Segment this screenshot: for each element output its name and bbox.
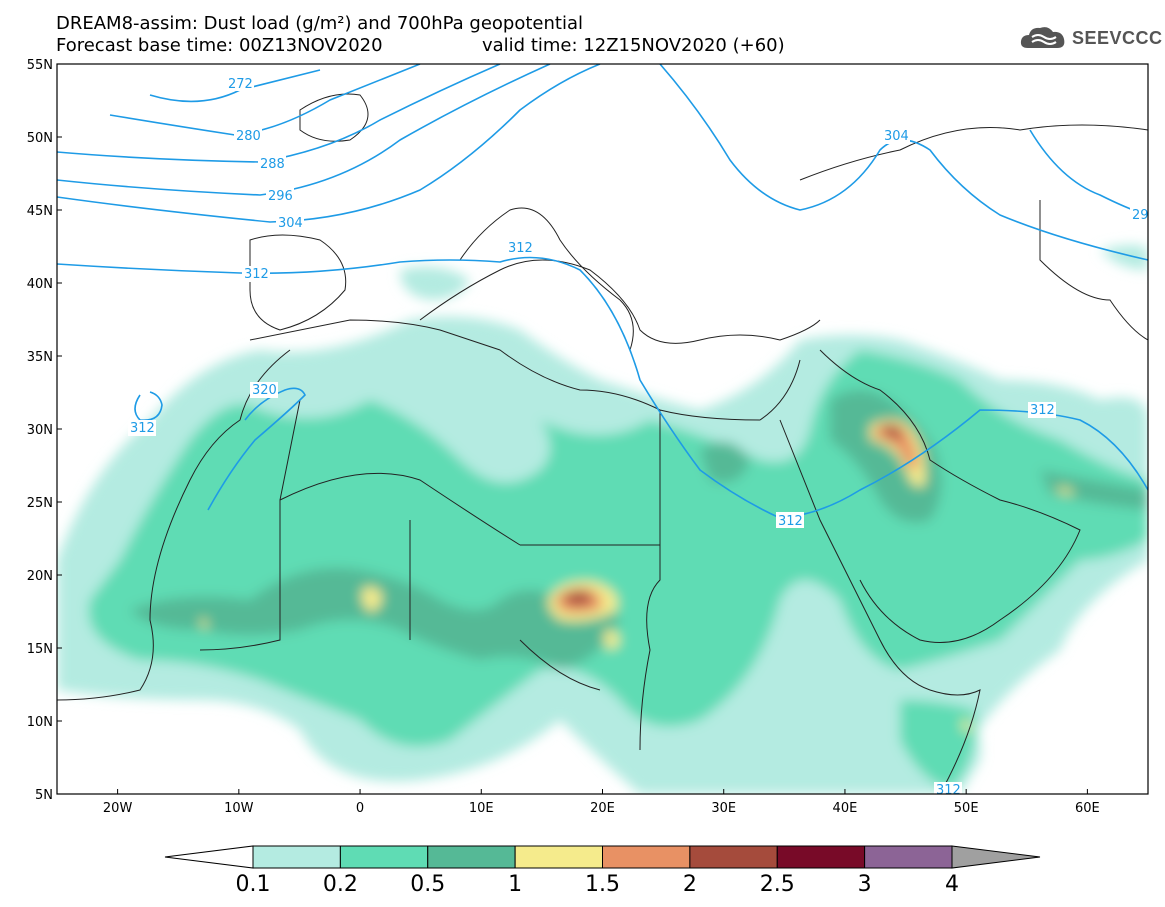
longitude-axis: 20W 10W 0 10E 20E 30E 40E 50E 60E <box>103 789 1100 816</box>
forecast-base-time: Forecast base time: 00Z13NOV2020 <box>56 35 383 56</box>
colorbar-box <box>514 845 603 869</box>
valid-time: valid time: 12Z15NOV2020 (+60) <box>482 35 785 56</box>
contour-label-272: 272 <box>228 77 253 92</box>
contour-label-312b: 312 <box>508 241 533 256</box>
logo-text: SEEVCCC <box>1072 28 1163 48</box>
dust-field <box>57 64 1148 794</box>
lon-label: 40E <box>833 801 858 816</box>
contour-label-312f: 312 <box>936 783 961 798</box>
lon-label: 30E <box>711 801 736 816</box>
colorbar-tick-label: 2 <box>682 872 697 897</box>
lat-label: 30N <box>27 423 53 438</box>
geopotential-contours <box>57 64 1148 519</box>
colorbar-tick-label: 4 <box>945 872 959 897</box>
colorbar-tick-label: 0.2 <box>322 872 358 897</box>
colorbar-min-triangle <box>164 845 254 869</box>
colorbar-box <box>602 845 691 869</box>
contour-label-304: 304 <box>278 216 303 231</box>
lon-label: 60E <box>1075 801 1100 816</box>
colorbar-box <box>689 845 778 869</box>
colorbar <box>164 845 1041 869</box>
lat-label: 35N <box>27 350 53 365</box>
lat-label: 20N <box>27 569 53 584</box>
colorbar-tick-label: 3 <box>857 872 872 897</box>
lon-label: 20W <box>103 801 133 816</box>
lat-label: 25N <box>27 496 53 511</box>
contour-label-312a: 312 <box>244 267 269 282</box>
contour-label-312e: 312 <box>130 421 155 436</box>
contour-labels: 272 280 288 296 304 312 312 312 312 320 … <box>128 75 1149 798</box>
cloud-icon <box>1020 27 1065 48</box>
contour-label-320: 320 <box>252 383 277 398</box>
country-borders <box>57 93 1148 794</box>
contour-label-288: 288 <box>260 157 285 172</box>
colorbar-max-triangle <box>951 845 1041 869</box>
seevccc-logo: SEEVCCC <box>1018 22 1162 56</box>
lon-label: 10W <box>224 801 254 816</box>
lon-label: 50E <box>954 801 979 816</box>
colorbar-box <box>776 845 866 869</box>
lon-label: 0 <box>356 801 364 816</box>
colorbar-tick-label: 1.5 <box>585 872 620 897</box>
colorbar-box <box>864 845 953 869</box>
lat-label: 5N <box>35 788 53 803</box>
contour-label-304b: 304 <box>884 129 909 144</box>
contour-label-29: 29 <box>1132 208 1149 223</box>
map-title: DREAM8-assim: Dust load (g/m²) and 700hP… <box>56 13 583 34</box>
colorbar-tick-label: 2.5 <box>759 872 795 897</box>
colorbar-box <box>339 845 429 869</box>
lat-label: 50N <box>27 131 53 146</box>
contour-label-296: 296 <box>268 189 293 204</box>
lat-label: 10N <box>27 715 53 730</box>
lat-label: 15N <box>27 642 53 657</box>
colorbar-tick-label: 0.5 <box>410 872 446 897</box>
contour-label-312c: 312 <box>778 514 803 529</box>
colorbar-box <box>252 845 341 869</box>
lat-label: 40N <box>27 277 53 292</box>
colorbar-tick-label: 0.1 <box>235 872 271 897</box>
lat-label: 45N <box>27 204 53 219</box>
latitude-axis: 55N 50N 45N 40N 35N 30N 25N 20N 15N 10N 5N <box>27 58 62 803</box>
lon-label: 20E <box>590 801 615 816</box>
colorbar-box <box>427 845 516 869</box>
lat-label: 55N <box>27 58 53 73</box>
contour-label-280: 280 <box>236 129 261 144</box>
contour-label-312d: 312 <box>1030 403 1055 418</box>
lon-label: 10E <box>469 801 494 816</box>
colorbar-tick-label: 1 <box>508 872 523 897</box>
